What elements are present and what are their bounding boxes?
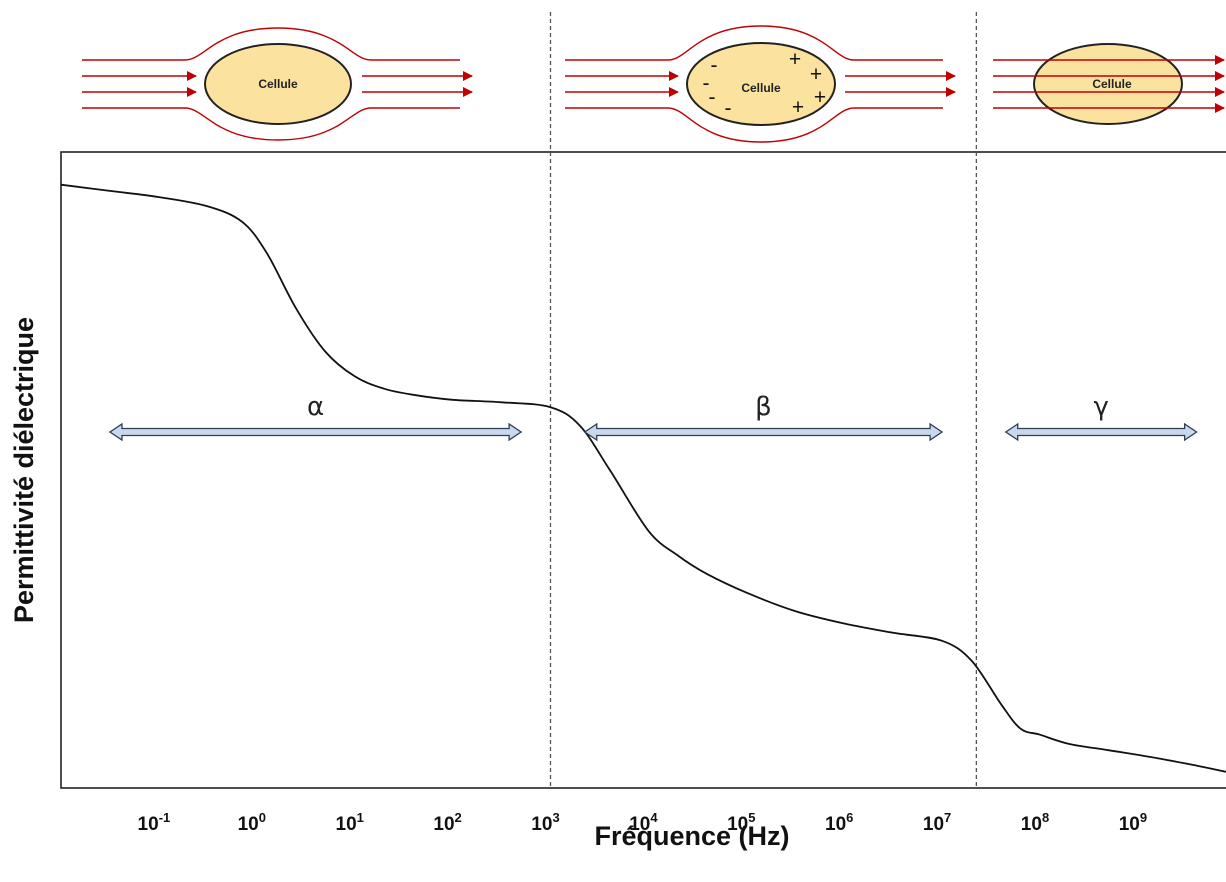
dispersion-band: α bbox=[110, 392, 521, 440]
x-axis-label: Fréquence (Hz) bbox=[594, 821, 789, 851]
x-tick-label: 107 bbox=[923, 810, 951, 835]
cell-label: Cellule bbox=[258, 77, 298, 91]
band-double-arrow bbox=[585, 424, 942, 440]
band-layer: α β γ bbox=[110, 392, 1197, 440]
curve-layer bbox=[61, 185, 1226, 772]
x-tick-label: 100 bbox=[238, 810, 266, 835]
x-tick-label: 106 bbox=[825, 810, 853, 835]
y-axis-label: Permittivité diélectrique bbox=[9, 317, 39, 623]
cell-diagram-low-frequency: Cellule bbox=[82, 28, 472, 140]
band-double-arrow bbox=[1006, 424, 1197, 440]
permittivity-curve bbox=[61, 185, 1226, 772]
positive-charge: + bbox=[810, 63, 822, 86]
cell-diagram-mid-frequency: Cellule - - - - + + + + bbox=[565, 26, 955, 142]
cell-diagram-high-frequency: Cellule bbox=[993, 44, 1224, 124]
x-tick-label: 103 bbox=[531, 810, 559, 835]
x-tick-label: 109 bbox=[1119, 810, 1147, 835]
cell-illustrations: Cellule Cellule - - - - + + + + bbox=[82, 26, 1224, 142]
plot-frame bbox=[61, 152, 1226, 788]
positive-charge: + bbox=[814, 86, 826, 109]
dispersion-band: β bbox=[585, 392, 942, 440]
x-tick-label: 102 bbox=[433, 810, 461, 835]
cell-label: Cellule bbox=[741, 81, 781, 95]
positive-charge: + bbox=[789, 48, 801, 71]
band-label: β bbox=[755, 392, 772, 422]
dispersion-band: γ bbox=[1006, 392, 1197, 440]
x-tick-label: 10-1 bbox=[138, 810, 171, 835]
cell-label: Cellule bbox=[1092, 77, 1132, 91]
negative-charge: - bbox=[711, 54, 718, 77]
x-tick-label: 101 bbox=[336, 810, 364, 835]
negative-charge: - bbox=[709, 86, 716, 109]
positive-charge: + bbox=[792, 96, 804, 119]
x-tick-label: 108 bbox=[1021, 810, 1049, 835]
band-label: γ bbox=[1093, 392, 1108, 422]
negative-charge: - bbox=[725, 97, 732, 120]
band-double-arrow bbox=[110, 424, 521, 440]
band-label: α bbox=[307, 392, 324, 422]
